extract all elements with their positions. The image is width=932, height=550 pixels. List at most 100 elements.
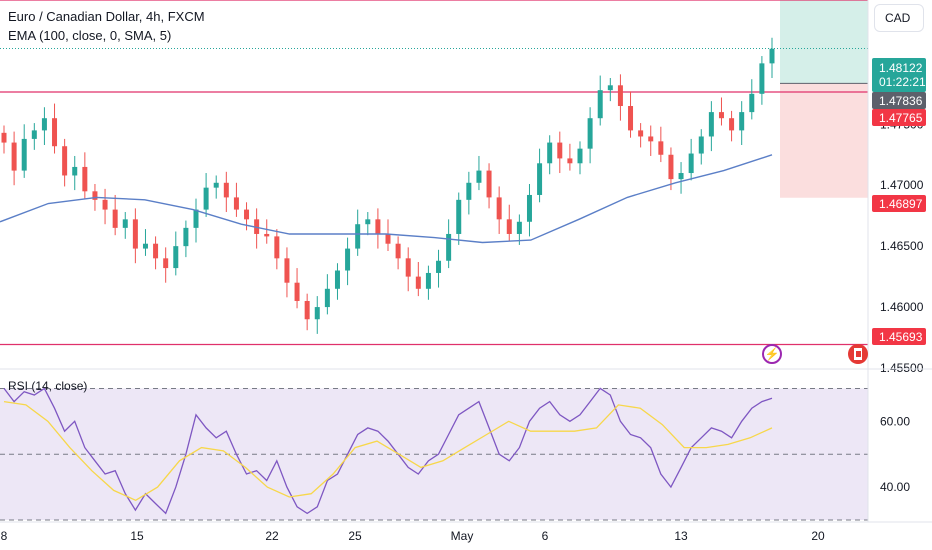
countdown-value: 01:22:21 <box>879 75 926 89</box>
candle-body <box>122 219 128 228</box>
price-axis-label: 1.46000 <box>880 300 924 314</box>
candle-body <box>395 243 401 259</box>
candle-body <box>476 170 482 183</box>
time-axis-label: 25 <box>348 529 362 543</box>
time-axis-label: May <box>451 529 474 543</box>
last-price-value: 1.48122 <box>879 61 923 75</box>
candle-body <box>284 258 290 283</box>
canada-flag-icon[interactable] <box>848 344 868 364</box>
level-tag-a: 1.47836 <box>872 92 926 109</box>
lightning-icon[interactable]: ⚡ <box>762 344 782 364</box>
candle-body <box>516 221 522 234</box>
candle-body <box>173 246 179 269</box>
candle-body <box>688 153 694 174</box>
candle-body <box>466 182 472 200</box>
candle-body <box>345 248 351 271</box>
candle-body <box>112 209 118 228</box>
price-pane <box>0 0 868 346</box>
candle-body <box>183 227 189 247</box>
position-target-zone <box>780 0 868 84</box>
candle-body <box>163 258 169 269</box>
candle-body <box>698 136 704 154</box>
candle-body <box>213 182 219 188</box>
candle-body <box>496 197 502 220</box>
candle-body <box>11 142 17 171</box>
candle-body <box>446 233 452 261</box>
candle-body <box>153 243 159 259</box>
price-axis-label: 1.47000 <box>880 178 924 192</box>
candle-body <box>547 142 553 164</box>
level-tag-b: 1.47765 <box>872 109 926 126</box>
candle-body <box>668 154 674 180</box>
level-tag-d: 1.45693 <box>872 328 926 345</box>
rsi-legend: RSI (14, close) <box>8 379 88 393</box>
candle-body <box>82 166 88 192</box>
position-stop-zone <box>780 83 868 198</box>
time-axis-label: 13 <box>674 529 688 543</box>
candle-body <box>274 236 280 259</box>
rsi-pane <box>0 387 868 521</box>
candle-body <box>526 194 532 222</box>
candle-body <box>132 219 138 249</box>
time-axis-label: 6 <box>542 529 549 543</box>
candle-body <box>658 141 664 155</box>
candle-body <box>31 130 37 139</box>
candle-body <box>1 132 7 143</box>
candle-body <box>486 170 492 198</box>
candle-body <box>304 300 310 320</box>
candle-body <box>365 219 371 225</box>
candle-body <box>739 112 745 131</box>
candle-body <box>567 158 573 164</box>
candle-body <box>769 48 775 64</box>
candle-body <box>628 106 634 131</box>
candle-body <box>334 270 340 289</box>
ema-line <box>0 154 773 244</box>
candle-body <box>21 138 27 171</box>
candle-body <box>355 224 361 249</box>
candle-body <box>72 166 78 176</box>
candle-body <box>264 233 270 237</box>
candle-body <box>607 85 613 91</box>
candle-body <box>223 182 229 198</box>
candle-body <box>375 219 381 234</box>
candle-body <box>314 307 320 320</box>
candle-body <box>617 85 623 107</box>
candle-body <box>597 90 603 119</box>
candle-body <box>749 93 755 113</box>
rsi-line <box>3 387 773 515</box>
price-axis-label: 1.46500 <box>880 239 924 253</box>
candle-body <box>708 112 714 137</box>
candle-body <box>52 118 58 147</box>
candle-body <box>193 209 199 228</box>
candle-body <box>678 173 684 180</box>
price-axis-label: 1.45500 <box>880 361 924 375</box>
candle-body <box>102 199 108 210</box>
rsi-axis-label: 40.00 <box>880 480 910 494</box>
candle-body <box>537 163 543 195</box>
candle-body <box>294 282 300 301</box>
candle-body <box>425 272 431 289</box>
candle-body <box>648 136 654 142</box>
candle-body <box>759 63 765 94</box>
time-axis-label: 15 <box>130 529 144 543</box>
candle-body <box>203 187 209 210</box>
candle-body <box>62 146 68 176</box>
candle-body <box>506 219 512 234</box>
currency-button[interactable]: CAD <box>874 4 924 32</box>
candle-body <box>41 118 47 131</box>
level-tag-c: 1.46897 <box>872 195 926 212</box>
candle-body <box>456 199 462 234</box>
candle-body <box>324 288 330 308</box>
candle-body <box>557 142 563 159</box>
candle-body <box>385 233 391 244</box>
candle-body <box>436 260 442 273</box>
rsi-ma-line <box>3 400 773 502</box>
candle-body <box>587 118 593 149</box>
candle-body <box>415 276 421 289</box>
rsi-axis-label: 60.00 <box>880 414 910 428</box>
time-axis-label: 8 <box>1 529 8 543</box>
candle-body <box>718 112 724 119</box>
time-axis-label: 22 <box>265 529 279 543</box>
